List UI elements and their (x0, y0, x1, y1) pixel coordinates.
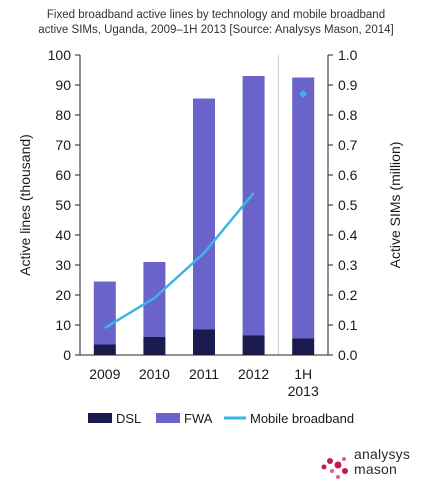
y2-axis-title: Active SIMs (million) (387, 142, 403, 269)
y2-tick-label: 0.4 (338, 227, 358, 243)
y2-tick-label: 0.7 (338, 137, 358, 153)
x-tick-label: 2013 (288, 383, 319, 399)
x-tick-label: 2009 (89, 366, 120, 382)
y2-tick-label: 0.5 (338, 197, 358, 213)
logo-text: analysys mason (354, 447, 410, 477)
analysys-mason-logo: analysys mason (318, 447, 428, 487)
bar-fwa (292, 77, 315, 339)
bar-fwa (93, 281, 116, 345)
y2-tick-label: 0.3 (338, 257, 358, 273)
legend-label-fwa: FWA (184, 411, 213, 426)
y-tick-label: 0 (63, 347, 71, 363)
chart-title: Fixed broadband active lines by technolo… (0, 8, 432, 38)
y2-tick-label: 0.6 (338, 167, 358, 183)
y-tick-label: 20 (55, 287, 71, 303)
y-tick-label: 70 (55, 137, 71, 153)
x-tick-label: 2011 (189, 366, 219, 382)
y-tick-label: 90 (55, 77, 71, 93)
y-tick-label: 60 (55, 167, 71, 183)
x-tick-label: 2010 (139, 366, 170, 382)
bar-fwa (242, 76, 265, 336)
y2-tick-label: 0.2 (338, 287, 358, 303)
x-tick-label: 1H (294, 366, 312, 382)
y-tick-label: 80 (55, 107, 71, 123)
bar-dsl (292, 338, 315, 355)
chart-title-line-1: Fixed broadband active lines by technolo… (46, 9, 386, 21)
legend-label-mobile: Mobile broadband (250, 411, 354, 426)
y-axis-title: Active lines (thousand) (17, 134, 33, 276)
y-tick-label: 50 (55, 197, 71, 213)
mobile-broadband-line (104, 192, 255, 330)
y-tick-label: 30 (55, 257, 71, 273)
legend-swatch-fwa (156, 413, 180, 423)
y2-tick-label: 0.0 (338, 347, 358, 363)
logo-text-line-2: mason (354, 461, 398, 477)
mobile-broadband-marker (299, 90, 308, 98)
y-tick-label: 10 (55, 317, 71, 333)
bar-dsl (93, 344, 116, 355)
y2-tick-label: 0.8 (338, 107, 358, 123)
x-tick-label: 2012 (238, 366, 269, 382)
y2-tick-label: 0.9 (338, 77, 358, 93)
logo-dots-icon (321, 457, 348, 479)
chart-title-line-2: active SIMs, Uganda, 2009–1H 2013 [Sourc… (38, 24, 394, 36)
legend-swatch-dsl (88, 413, 112, 423)
y2-tick-label: 1.0 (338, 47, 358, 63)
y2-tick-label: 0.1 (338, 317, 358, 333)
legend-label-dsl: DSL (116, 411, 141, 426)
bar-dsl (193, 329, 215, 355)
bar-fwa (193, 98, 215, 330)
bar-dsl (242, 335, 265, 355)
bar-dsl (143, 337, 166, 355)
y-tick-label: 40 (55, 227, 71, 243)
bar-fwa (143, 262, 166, 337)
logo-text-line-1: analysys (354, 446, 411, 462)
y-tick-label: 100 (48, 47, 72, 63)
